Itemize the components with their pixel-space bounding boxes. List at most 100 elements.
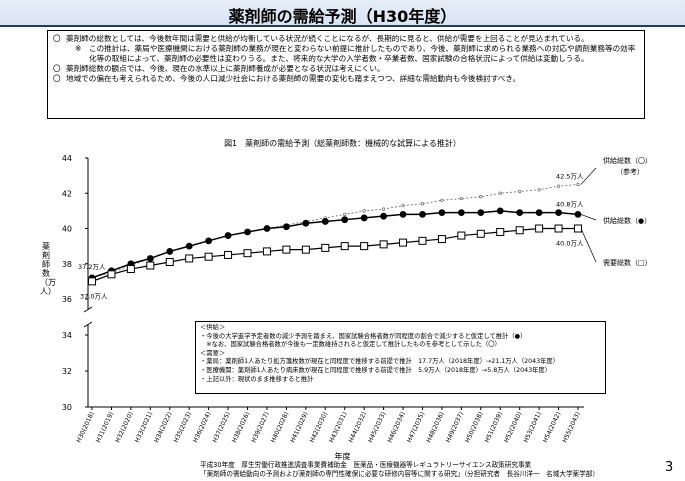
- data-point: [321, 243, 330, 252]
- series-label-demand: 需要総数（□）: [603, 258, 652, 267]
- figure-title: 図1 薬剤師の需給予測（総薬剤師数：機械的な試算による推計）: [224, 139, 461, 148]
- x-tick-label: H39(2027): [250, 411, 270, 444]
- x-tick-label: H31(2019): [95, 411, 115, 444]
- annotation-start-supply: 37.2万人: [78, 263, 106, 271]
- note-1: 〇 薬剤師の総数としては、今後数年間は需要と供給が均衡している状況が続くことにな…: [53, 34, 639, 44]
- page-number: 3: [665, 460, 674, 475]
- note-text: 薬剤師総数の観点では、今後、現在の水準以上に薬剤師養成が必要となる状況は考えにく…: [66, 64, 385, 73]
- data-point: [166, 248, 174, 255]
- data-point: [496, 228, 505, 237]
- data-point: [379, 240, 388, 249]
- y-tick-label: 32: [62, 367, 72, 376]
- series-label-supply-ref: 供給総数（〇）: [603, 156, 652, 165]
- data-point: [382, 207, 386, 211]
- data-point: [88, 277, 96, 286]
- data-point: [302, 219, 310, 227]
- data-point: [399, 238, 408, 247]
- note-4: 〇 地域での偏在も考えられるため、今後の人口減少社会における薬剤師の需要の変化も…: [53, 74, 639, 84]
- note-2: ※ この推計は、薬局や医療機関における薬剤師の業務が現在と変わらない前提に推計し…: [53, 44, 639, 64]
- data-point: [262, 247, 271, 256]
- data-point: [516, 209, 524, 217]
- x-tick-label: H55(2043): [561, 411, 581, 444]
- data-point: [437, 235, 446, 244]
- x-tick-label: H40(2028): [270, 411, 290, 444]
- leader-line: [580, 167, 597, 185]
- footer: 平成30年度 厚生労働行政推進調査事業費補助金 医薬品・医療機器等レギュラトリー…: [200, 461, 599, 478]
- data-point: [399, 211, 407, 218]
- x-tick-label: H35(2023): [173, 411, 193, 444]
- data-point: [263, 225, 271, 232]
- data-point: [574, 224, 582, 233]
- legend-line: ＜需要＞: [200, 349, 226, 357]
- note-bullet: 〇: [53, 74, 61, 83]
- legend-line: ・医療機関：薬剤師1人あたり病床数が現在と同程度で推移する前提で推計 5.9万人…: [200, 366, 552, 374]
- legend-line: ＜供給＞: [200, 324, 226, 331]
- data-point: [126, 265, 135, 274]
- annotation-end-demand: 40.0万人: [556, 240, 584, 248]
- x-tick-label: H41(2029): [289, 411, 309, 444]
- data-point: [165, 257, 174, 266]
- x-tick-label: H44(2032): [348, 411, 368, 444]
- x-tick-label: H50(2038): [464, 411, 484, 444]
- data-point: [107, 270, 116, 279]
- notes-box: 〇 薬剤師の総数としては、今後数年間は需要と供給が均衡している状況が続くことにな…: [47, 30, 645, 119]
- x-tick-label: H47(2035): [406, 411, 426, 444]
- x-tick-label: H53(2041): [523, 411, 543, 444]
- note-bullet: 〇: [53, 34, 61, 43]
- y-tick-label: 40: [62, 225, 72, 234]
- data-point: [380, 212, 387, 220]
- y-tick-label: 42: [62, 189, 72, 198]
- data-point: [477, 209, 485, 217]
- data-point: [576, 182, 580, 187]
- note-text: 薬剤師の総数としては、今後数年間は需要と供給が均衡している状況が続くことになるが…: [66, 34, 589, 43]
- data-point: [146, 255, 154, 262]
- x-tick-label: H51(2039): [484, 411, 504, 444]
- series-line: [91, 210, 579, 279]
- data-point: [420, 202, 425, 206]
- x-tick-label: H54(2042): [542, 411, 562, 444]
- leader-line: [580, 214, 597, 221]
- note-bullet: 〇: [53, 64, 61, 73]
- data-point: [243, 249, 252, 258]
- data-point: [146, 261, 155, 270]
- page-title: 薬剤師の需給予測（H30年度）: [228, 7, 457, 26]
- series-label-supply-ref-note: （参考）: [616, 167, 644, 176]
- data-point: [440, 198, 444, 202]
- x-tick-label: H49(2037): [445, 411, 465, 444]
- annotation-end-supply: 40.8万人: [556, 200, 584, 208]
- data-point: [185, 254, 194, 263]
- axis-break-mark: [83, 321, 93, 328]
- data-point: [554, 224, 563, 233]
- data-point: [498, 191, 502, 195]
- data-point: [476, 229, 485, 238]
- data-point: [360, 214, 368, 222]
- data-point: [556, 184, 561, 188]
- annotation-end-supply-ref: 42.5万人: [556, 172, 584, 180]
- data-point: [555, 209, 562, 217]
- x-tick-label: H36(2024): [192, 411, 212, 444]
- x-tick-label: H37(2025): [212, 411, 232, 444]
- note-text: 地域での偏在も考えられるため、今後の人口減少社会における薬剤師の需要の変化も踏ま…: [66, 74, 521, 83]
- x-tick-label: H33(2021): [134, 411, 154, 444]
- legend-line: ・薬局：薬剤師1人あたり処方箋枚数が現在と同程度で推移する前提で推計 17.7万…: [200, 358, 560, 366]
- x-tick-label: H46(2034): [387, 411, 407, 444]
- data-point: [518, 189, 522, 194]
- legend-line: ・今後の大学進学予定者数の減少予測を踏まえ、国家試験合格者数が同程度の割合で減少…: [200, 332, 527, 340]
- x-tick-label: H30(2018): [75, 411, 95, 444]
- x-tick-label: H32(2020): [114, 411, 134, 444]
- data-point: [537, 188, 541, 192]
- x-tick-label: H43(2031): [328, 411, 348, 444]
- legend-line: ・上記以外：現状のまま推移すると推計: [200, 375, 314, 383]
- data-point: [438, 209, 446, 217]
- y-tick-label: 44: [62, 154, 72, 163]
- x-tick-label: H52(2040): [503, 411, 523, 444]
- data-point: [321, 218, 329, 225]
- data-point: [418, 236, 427, 245]
- data-point: [360, 242, 369, 251]
- data-point: [574, 211, 582, 218]
- y-tick-label: 38: [62, 260, 72, 269]
- x-axis-label: 年度: [334, 452, 351, 461]
- footer-line-1: 平成30年度 厚生労働行政推進調査事業費補助金 医薬品・医療機器等レギュラトリー…: [200, 461, 532, 469]
- data-point: [283, 223, 290, 231]
